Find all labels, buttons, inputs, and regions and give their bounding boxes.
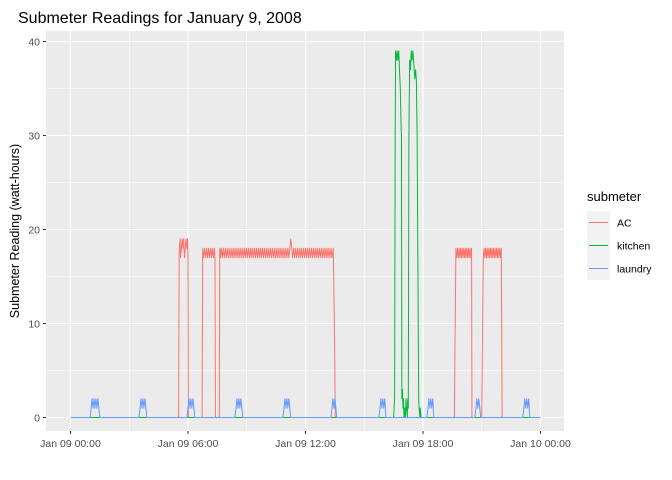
y-tick-label: 10 xyxy=(28,319,40,331)
y-axis-title: Submeter Reading (watt-hours) xyxy=(8,144,22,318)
y-axis: 0 10 20 30 40 xyxy=(28,37,46,425)
y-tick-label: 0 xyxy=(34,413,40,425)
y-tick-label: 20 xyxy=(28,225,40,237)
series-line-laundry xyxy=(70,398,541,418)
y-tick-label: 30 xyxy=(28,131,40,143)
legend-label-kitchen: kitchen xyxy=(617,241,650,253)
chart-title: Submeter Readings for January 9, 2008 xyxy=(18,10,302,27)
legend-label-laundry: laundry xyxy=(617,264,652,276)
x-tick-label: Jan 09 18:00 xyxy=(393,438,454,450)
y-tick-label: 40 xyxy=(28,37,40,49)
x-tick-label: Jan 09 00:00 xyxy=(40,438,101,450)
series-line-ac xyxy=(70,238,541,418)
series-layer xyxy=(70,50,541,418)
x-tick-label: Jan 09 12:00 xyxy=(275,438,336,450)
legend-title: submeter xyxy=(587,189,642,204)
legend: submeter AC kitchen laundry xyxy=(587,189,652,280)
x-tick-label: Jan 09 06:00 xyxy=(158,438,219,450)
x-tick-label: Jan 10 00:00 xyxy=(510,438,571,450)
series-line-kitchen xyxy=(70,50,541,418)
x-axis: Jan 09 00:00 Jan 09 06:00 Jan 09 12:00 Jan … xyxy=(40,431,571,450)
legend-label-ac: AC xyxy=(617,218,632,230)
